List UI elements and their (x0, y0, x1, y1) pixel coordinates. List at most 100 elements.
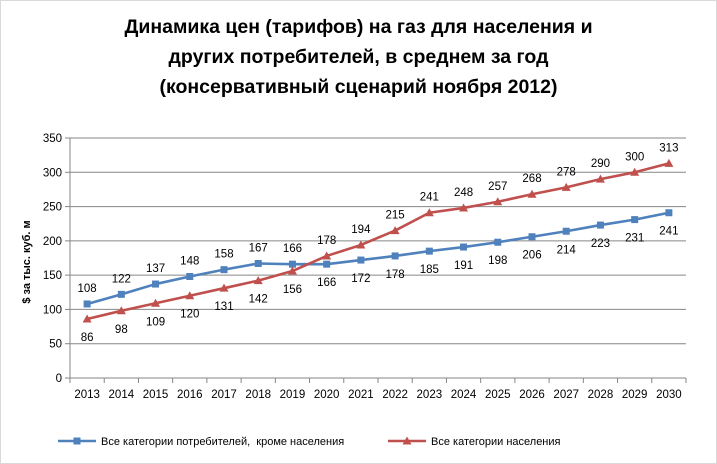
series-population (82, 158, 674, 323)
data-label: 223 (591, 238, 610, 250)
data-label: 241 (659, 226, 678, 238)
data-point-triangle (116, 306, 126, 315)
y-axis-label: $ за тыс. куб. м (21, 220, 33, 303)
data-point-square (425, 247, 433, 255)
x-tick-label: 2030 (656, 389, 682, 401)
data-label: 178 (386, 269, 405, 281)
legend-label: Все категории потребителей, кроме населе… (101, 436, 344, 448)
data-point-triangle (459, 203, 469, 212)
x-tick-label: 2024 (451, 389, 477, 401)
chart-title-line-3: (консервативный сценарий ноября 2012) (159, 76, 558, 98)
data-point-triangle (493, 197, 503, 206)
y-tick-label: 200 (43, 236, 62, 248)
data-label: 313 (659, 142, 678, 154)
x-tick-label: 2018 (245, 389, 271, 401)
data-label: 166 (317, 277, 336, 289)
data-point-square (357, 256, 365, 264)
data-label: 231 (625, 233, 644, 245)
data-label: 142 (249, 294, 268, 306)
data-point-square (562, 227, 570, 235)
data-label: 156 (283, 284, 302, 296)
data-label: 194 (351, 224, 371, 236)
data-label: 206 (522, 250, 541, 262)
data-point-square (254, 259, 262, 267)
data-point-triangle (151, 298, 161, 307)
legend-item: Все категории населения (388, 436, 561, 448)
data-label: 278 (557, 166, 576, 178)
legend-item: Все категории потребителей, кроме населе… (58, 436, 344, 448)
data-label: 131 (214, 301, 233, 313)
data-label: 178 (317, 235, 336, 247)
data-point-square (323, 260, 331, 268)
data-label: 215 (386, 210, 405, 222)
series-line (86, 211, 670, 306)
data-label: 120 (180, 309, 199, 321)
y-tick-label: 350 (43, 133, 62, 145)
data-point-triangle (424, 208, 434, 217)
x-tick-label: 2013 (74, 389, 100, 401)
x-tick-label: 2014 (109, 389, 135, 401)
data-point-triangle (82, 314, 92, 323)
x-tick-label: 2025 (485, 389, 511, 401)
data-point-triangle (356, 240, 366, 249)
x-tick-label: 2017 (211, 389, 237, 401)
data-point-square (596, 221, 604, 229)
x-tick-label: 2026 (519, 389, 545, 401)
y-tick-label: 100 (43, 304, 62, 316)
data-label: 166 (283, 243, 302, 255)
data-label: 86 (81, 332, 94, 344)
data-point-square (152, 280, 160, 288)
y-tick-label: 250 (43, 202, 62, 214)
data-point-triangle (185, 291, 195, 300)
x-tick-label: 2015 (143, 389, 169, 401)
data-point-square (83, 300, 91, 308)
data-label: 98 (115, 324, 128, 336)
y-tick-label: 0 (56, 373, 62, 385)
x-tick-label: 2022 (382, 389, 408, 401)
x-tick-label: 2019 (280, 389, 306, 401)
data-point-square (288, 260, 296, 268)
data-point-triangle (630, 167, 640, 176)
chart-title: Динамика цен (тарифов) на газ для населе… (0, 12, 717, 102)
data-point-square (391, 252, 399, 260)
data-point-square (494, 238, 502, 246)
y-tick-label: 300 (43, 167, 62, 179)
data-point-square (117, 290, 125, 298)
x-tick-label: 2016 (177, 389, 203, 401)
data-point-triangle (595, 174, 605, 183)
data-point-square (220, 266, 228, 274)
data-label: 122 (112, 273, 131, 285)
data-point-triangle (527, 189, 537, 198)
data-point-triangle (219, 283, 229, 292)
y-tick-labels: 0 50 100 150 200 250 300 350 (43, 133, 62, 385)
data-label: 167 (249, 242, 268, 254)
data-label: 185 (420, 264, 439, 276)
x-tick-label: 2021 (348, 389, 374, 401)
y-tick-label: 150 (43, 270, 62, 282)
x-tick-label: 2028 (588, 389, 614, 401)
data-label: 214 (557, 244, 577, 256)
data-point-triangle (287, 266, 297, 275)
chart-title-line-2: других потребителей, в среднем за год (168, 46, 549, 68)
series-non-population (83, 209, 673, 308)
data-point-square (631, 216, 639, 224)
data-point-square (186, 273, 194, 281)
legend: Все категории потребителей, кроме населе… (58, 436, 561, 448)
data-label: 137 (146, 263, 165, 275)
data-label: 109 (146, 316, 165, 328)
series-layer: 108 122 137 148 158 167 166 166 172 178 185 191 198 2… (78, 142, 679, 344)
data-label: 241 (420, 192, 439, 204)
x-tick-label: 2020 (314, 389, 340, 401)
data-label: 248 (454, 187, 473, 199)
y-tick-label: 50 (49, 339, 62, 351)
data-label: 158 (214, 249, 233, 261)
x-tick-labels: 2013 2014 2015 2016 2017 2018 2019 2020 2021 2022… (74, 389, 681, 401)
data-label: 268 (522, 173, 541, 185)
data-label: 108 (78, 283, 97, 295)
data-label: 191 (454, 260, 473, 272)
data-point-triangle (390, 226, 400, 235)
x-tick-label: 2023 (417, 389, 443, 401)
data-label: 300 (625, 151, 644, 163)
grid-lines (70, 137, 686, 345)
